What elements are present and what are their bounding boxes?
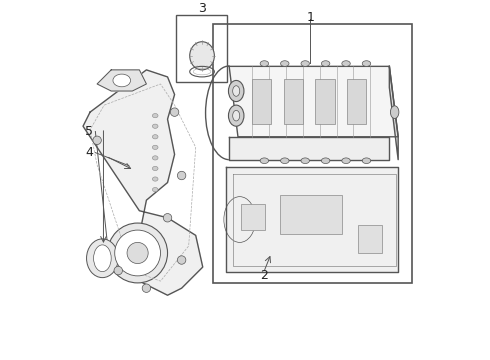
Ellipse shape xyxy=(321,61,330,66)
Ellipse shape xyxy=(152,177,158,181)
Ellipse shape xyxy=(152,135,158,139)
Ellipse shape xyxy=(177,171,186,180)
Ellipse shape xyxy=(362,61,371,66)
Text: 1: 1 xyxy=(306,10,314,23)
Ellipse shape xyxy=(233,111,240,121)
Text: 2: 2 xyxy=(260,269,268,282)
Bar xyxy=(241,204,266,230)
Text: 4: 4 xyxy=(85,146,93,159)
Ellipse shape xyxy=(321,158,330,163)
Ellipse shape xyxy=(152,188,158,192)
Ellipse shape xyxy=(228,105,244,126)
Ellipse shape xyxy=(87,239,118,278)
Ellipse shape xyxy=(260,158,269,163)
Bar xyxy=(213,24,412,283)
Ellipse shape xyxy=(233,86,240,96)
Bar xyxy=(284,79,303,125)
Bar xyxy=(358,225,382,253)
Ellipse shape xyxy=(94,245,111,272)
Polygon shape xyxy=(83,70,203,295)
Ellipse shape xyxy=(391,106,399,118)
Ellipse shape xyxy=(152,113,158,118)
Ellipse shape xyxy=(152,145,158,149)
Ellipse shape xyxy=(113,74,130,87)
Ellipse shape xyxy=(108,223,168,283)
Bar xyxy=(347,79,367,125)
Polygon shape xyxy=(225,167,398,273)
Ellipse shape xyxy=(127,242,148,264)
Ellipse shape xyxy=(171,108,179,116)
Ellipse shape xyxy=(152,156,158,160)
Ellipse shape xyxy=(190,42,214,70)
Ellipse shape xyxy=(342,158,350,163)
Ellipse shape xyxy=(301,158,310,163)
Ellipse shape xyxy=(114,266,122,275)
Ellipse shape xyxy=(281,61,289,66)
Text: 5: 5 xyxy=(85,125,94,138)
Bar xyxy=(280,195,342,234)
Ellipse shape xyxy=(115,230,161,276)
Ellipse shape xyxy=(93,136,101,144)
Ellipse shape xyxy=(301,61,310,66)
Ellipse shape xyxy=(362,158,371,163)
Polygon shape xyxy=(390,66,398,160)
Text: 3: 3 xyxy=(198,2,206,15)
Ellipse shape xyxy=(281,158,289,163)
Polygon shape xyxy=(229,66,398,137)
Bar xyxy=(176,15,227,82)
Ellipse shape xyxy=(152,166,158,171)
Ellipse shape xyxy=(142,284,150,292)
Ellipse shape xyxy=(228,80,244,102)
Ellipse shape xyxy=(342,61,350,66)
Polygon shape xyxy=(229,137,390,160)
Ellipse shape xyxy=(163,213,172,222)
Bar xyxy=(316,79,335,125)
Ellipse shape xyxy=(260,61,269,66)
Bar xyxy=(252,79,271,125)
Polygon shape xyxy=(97,70,147,91)
Ellipse shape xyxy=(177,256,186,264)
Ellipse shape xyxy=(152,124,158,128)
